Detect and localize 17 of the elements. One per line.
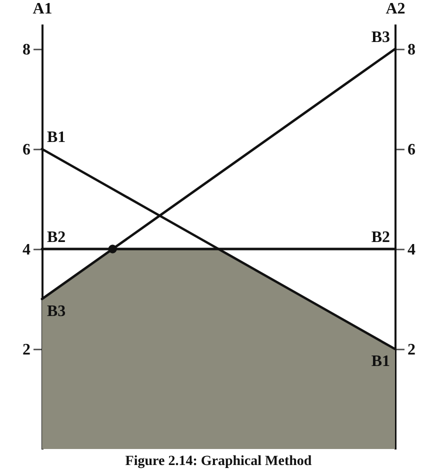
y2-axis-title: A2 (386, 0, 406, 18)
y-tick-label: 6 (22, 142, 30, 158)
series-label: B3 (371, 29, 390, 46)
y-axis-title: A1 (32, 0, 52, 18)
text: Figure 2.14: Graphical Method (125, 454, 312, 469)
y-tick-label: 8 (22, 42, 30, 58)
y2-tick-label: 8 (408, 42, 416, 58)
y-tick-label: 2 (22, 342, 30, 358)
text: B1 (371, 353, 390, 370)
series-label: B1 (47, 129, 66, 146)
y-tick-label: 4 (22, 242, 30, 258)
series-label: B2 (47, 229, 66, 246)
y2-tick-label: 6 (408, 142, 416, 158)
y2-tick-label: 4 (408, 242, 416, 258)
y2-tick-label: 2 (408, 342, 416, 358)
text: B3 (47, 303, 66, 320)
text: B2 (371, 229, 390, 246)
